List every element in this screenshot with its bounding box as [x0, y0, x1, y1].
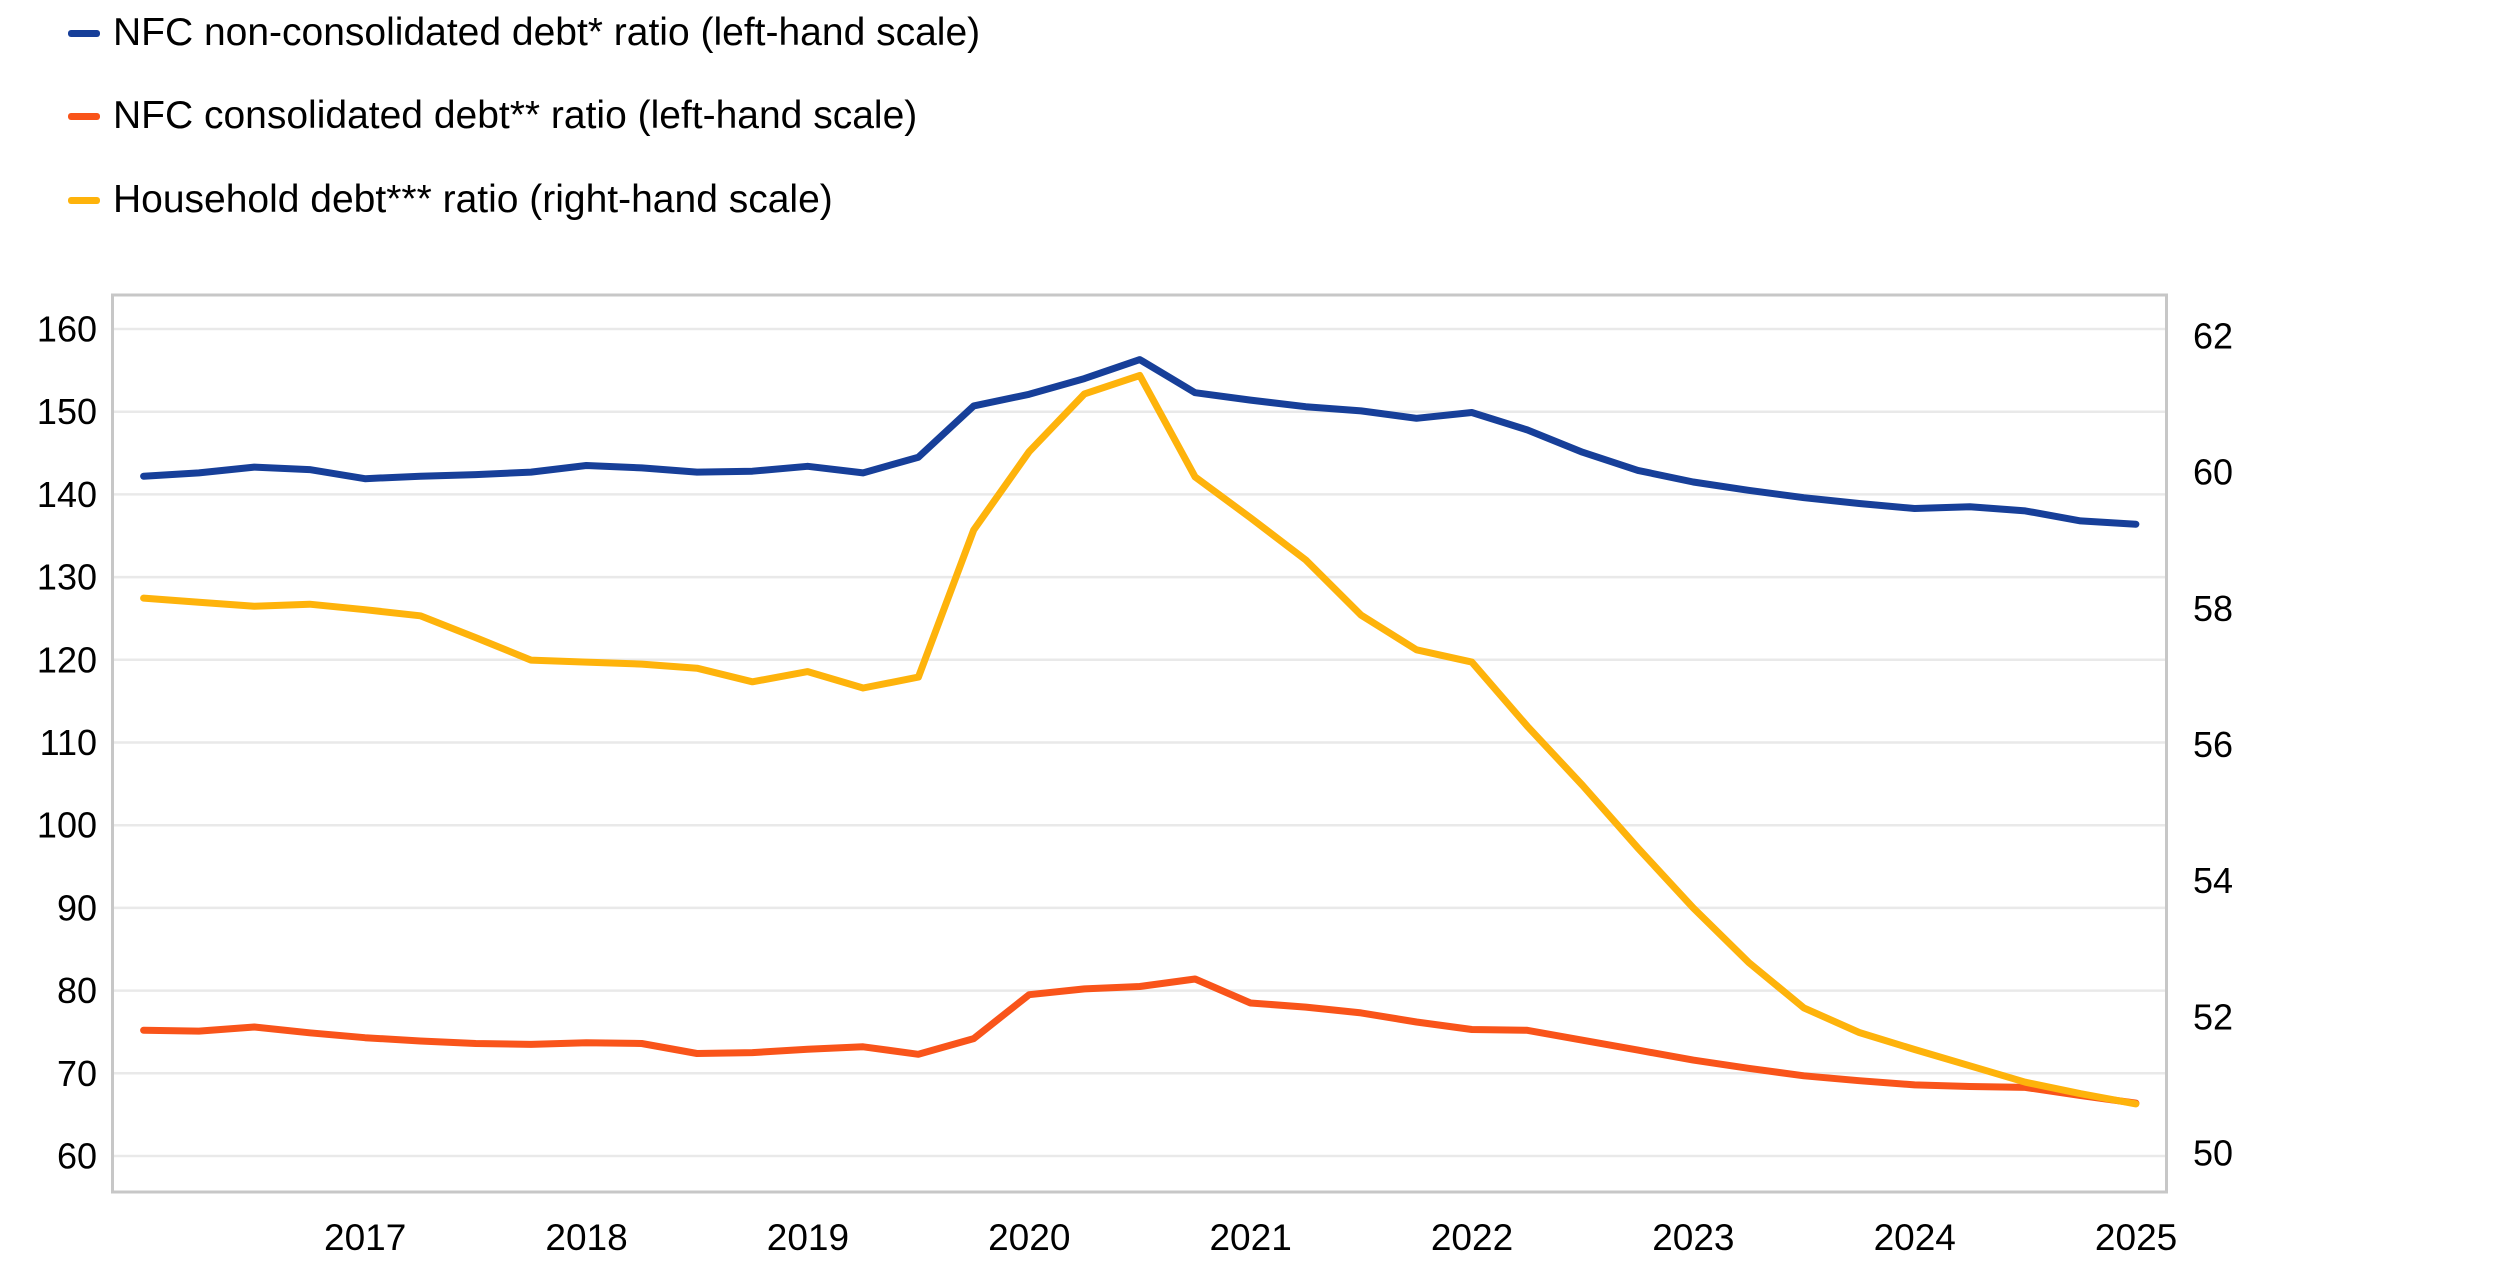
legend-item-household: Household debt*** ratio (right-hand scal… — [68, 177, 833, 223]
series-line-right-household — [140, 372, 2140, 1108]
x-axis-year-label: 2020 — [988, 1217, 1070, 1258]
right-axis-tick-label: 56 — [2193, 724, 2233, 765]
legend-line-swatch-yellow — [68, 196, 100, 204]
x-axis-year-label: 2017 — [324, 1217, 406, 1258]
legend-item-nfc-consolidated: NFC consolidated debt** ratio (left-hand… — [68, 93, 917, 139]
left-axis-tick-label: 120 — [37, 639, 97, 680]
x-axis-year-label: 2022 — [1431, 1217, 1513, 1258]
left-axis-tick-label: 80 — [57, 970, 97, 1011]
legend-label: NFC non-consolidated debt* ratio (left-h… — [113, 11, 981, 54]
x-axis-year-label: 2021 — [1209, 1217, 1291, 1258]
legend-label: NFC consolidated debt** ratio (left-hand… — [113, 94, 918, 137]
right-axis-tick-label: 50 — [2193, 1132, 2233, 1173]
left-axis-tick-label: 70 — [57, 1053, 97, 1094]
left-axis-tick-label: 140 — [37, 474, 97, 515]
right-axis-tick-label: 62 — [2193, 316, 2233, 357]
left-axis-tick-label: 130 — [37, 557, 97, 598]
series-line-left-nfc — [140, 975, 2140, 1107]
x-axis-year-label: 2019 — [767, 1217, 849, 1258]
x-axis-year-label: 2018 — [545, 1217, 627, 1258]
right-axis-tick-label: 58 — [2193, 588, 2233, 629]
x-axis-year-label: 2023 — [1652, 1217, 1734, 1258]
left-axis-tick-label: 100 — [37, 805, 97, 846]
right-axis-tick-label: 52 — [2193, 996, 2233, 1037]
left-axis-tick-label: 90 — [57, 887, 97, 928]
legend-line-swatch-blue — [68, 29, 100, 37]
right-axis-tick-label: 54 — [2193, 860, 2233, 901]
legend-item-nfc-nonconsolidated: NFC non-consolidated debt* ratio (left-h… — [68, 10, 980, 56]
x-axis-year-label: 2025 — [2095, 1217, 2177, 1258]
left-axis-tick-label: 60 — [57, 1136, 97, 1177]
left-axis-tick-label: 110 — [40, 722, 97, 763]
x-axis-year-label: 2024 — [1874, 1217, 1956, 1258]
plot-border — [111, 293, 2168, 1194]
right-axis-tick-label: 60 — [2193, 452, 2233, 493]
left-axis-tick-label: 150 — [37, 391, 97, 432]
legend-label: Household debt*** ratio (right-hand scal… — [113, 178, 833, 221]
legend-line-swatch-orange — [68, 112, 100, 120]
series-line-left-nfc — [140, 356, 2140, 528]
left-axis-tick-label: 160 — [37, 309, 97, 350]
